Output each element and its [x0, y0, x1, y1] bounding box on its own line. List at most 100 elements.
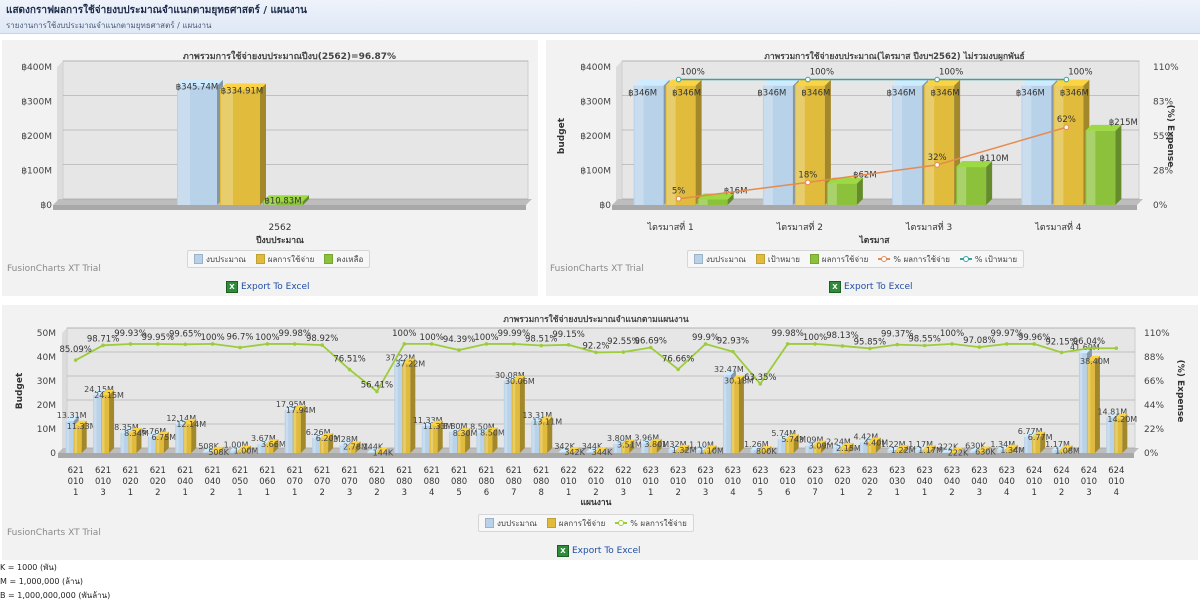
bar-budget-front [257, 444, 266, 453]
x-tick-label-part: 6 [785, 488, 790, 498]
data-label-spent: ฿110M [980, 154, 1009, 164]
data-label-budget: 3.80M [607, 434, 632, 443]
legend-label: ผลการใช้จ่าย [267, 254, 315, 264]
line-label-pct-spent: 98.55% [908, 334, 940, 344]
x-tick-label-part: 020 [150, 477, 166, 487]
x-tick-label-part: 3 [977, 488, 982, 498]
bar-budget-front [613, 443, 622, 453]
bar-budget-front [147, 436, 156, 453]
data-label-spent: 3.66M [261, 440, 286, 449]
line-point-pct-spent [156, 342, 160, 346]
legend-swatch [878, 255, 891, 263]
bar-spent [155, 431, 169, 453]
bar-spent [785, 434, 799, 453]
legend-item-pct-target[interactable]: % เป้าหมาย [959, 253, 1017, 266]
bar-spent-front [155, 436, 164, 453]
bar-budget-highlight [176, 423, 179, 453]
bar-budget-top [640, 438, 654, 444]
x-tick-label-part: 2 [210, 488, 215, 498]
data-label-budget: 3.96M [634, 433, 659, 442]
data-label-budget: 11.33M [413, 416, 443, 425]
line-point-pct-spent [1063, 124, 1070, 131]
bar-budget-front [914, 450, 923, 453]
bar-spent-highlight [868, 442, 872, 453]
legend-item-pct-spent[interactable]: % ผลการใช้จ่าย [615, 517, 687, 530]
bar-spent-highlight [1115, 418, 1118, 453]
chart2-export-button[interactable]: X Export To Excel [829, 281, 913, 293]
y-tick-label: ฿200M [580, 132, 611, 142]
legend-item-spent[interactable]: ผลการใช้จ่าย [546, 517, 605, 530]
bar-budget-highlight [893, 85, 903, 205]
x-tick-label-part: 1 [895, 488, 900, 498]
bar-spent-highlight [1086, 130, 1096, 205]
x-tick-label-part: 030 [889, 477, 905, 487]
bar-spent-side [602, 447, 607, 453]
x-tick-label-part: 4 [429, 488, 434, 498]
bar-budget-front [805, 445, 814, 453]
x-tick-label: 623 010 3 [697, 466, 713, 498]
legend-item-budget[interactable]: งบประมาณ [194, 253, 246, 266]
x-tick-label-part: 623 [807, 466, 823, 476]
bar-spent-highlight [731, 380, 735, 453]
bar-spent-highlight [156, 436, 160, 453]
bar-spent-front [1114, 418, 1123, 453]
line-label-pct-spent: 99.95% [142, 333, 174, 343]
bar-spent-top [895, 445, 909, 451]
bar-spent-side [492, 427, 498, 453]
legend-item-pct-spent[interactable]: % ผลการใช้จ่าย [878, 253, 950, 266]
y2-tick-label: 0% [1153, 201, 1168, 211]
bar-spent-front [977, 451, 986, 453]
x-tick-label-part: 3 [402, 488, 407, 498]
bar-spent-front [867, 442, 876, 453]
bar-spent-side [191, 418, 197, 453]
bar-budget-highlight [1052, 450, 1055, 453]
bar-spent-side [766, 446, 772, 453]
plot-floor-front [53, 205, 526, 210]
bar-spent-side [629, 439, 635, 453]
x-tick-label-part: 040 [177, 477, 193, 487]
chart3-export-button[interactable]: X Export To Excel [557, 545, 641, 557]
legend-item-budget[interactable]: งบประมาณ [485, 517, 537, 530]
bar-budget-highlight [860, 442, 864, 453]
data-label-spent: 11.33M [423, 422, 453, 431]
legend-item-budget[interactable]: งบประมาณ [694, 253, 746, 266]
line-point-pct-spent [805, 179, 811, 186]
bar-spent [956, 161, 993, 205]
line-point-pct-spent [675, 195, 682, 202]
bar-target-top [665, 79, 702, 86]
bar-spent-side [875, 437, 881, 453]
y-tick-label: ฿0 [600, 201, 612, 211]
bar-spent-side [1115, 124, 1122, 205]
x-tick-label-part: 2 [374, 488, 379, 498]
line-point-pct-spent [895, 342, 900, 347]
legend-item-remaining[interactable]: คงเหลือ [324, 253, 363, 266]
legend-item-target[interactable]: เป้าหมาย [755, 253, 800, 266]
legend-item-spent[interactable]: ผลการใช้จ่าย [809, 253, 868, 266]
x-tick-label-part: 2 [675, 488, 680, 498]
bar-spent-highlight [1033, 436, 1036, 453]
bar-spent [539, 416, 553, 453]
bar-budget-front [668, 449, 677, 453]
bar-budget-highlight [422, 425, 426, 453]
x-tick-label-part: 7 [511, 488, 516, 498]
legend-item-spent[interactable]: ผลการใช้จ่าย [255, 253, 315, 266]
bar-budget [633, 79, 670, 205]
x-tick-label-part: 040 [916, 477, 932, 487]
x-tick-label: 621 070 3 [341, 466, 357, 498]
bar-budget [177, 79, 223, 205]
bar-spent-highlight [266, 444, 269, 453]
chart1-export-button[interactable]: X Export To Excel [226, 281, 310, 293]
data-label-spent: 24.15M [94, 391, 124, 400]
x-tick-label-part: 623 [916, 466, 932, 476]
bar-spent-top [1114, 413, 1128, 419]
x-tick-label: ไตรมาสที่ 4 [1034, 220, 1081, 233]
data-label-budget: 1.00M [224, 441, 249, 450]
x-tick-label-part: 3 [100, 488, 105, 498]
bar-spent-front [73, 425, 82, 453]
x-tick-label-part: 040 [204, 477, 220, 487]
x-tick-label-part: 621 [68, 466, 84, 476]
line-label-pct-spent: 100% [803, 333, 827, 343]
bar-spent [566, 447, 580, 453]
bar-spent-front [813, 445, 822, 453]
bar-spent-side [109, 390, 115, 453]
